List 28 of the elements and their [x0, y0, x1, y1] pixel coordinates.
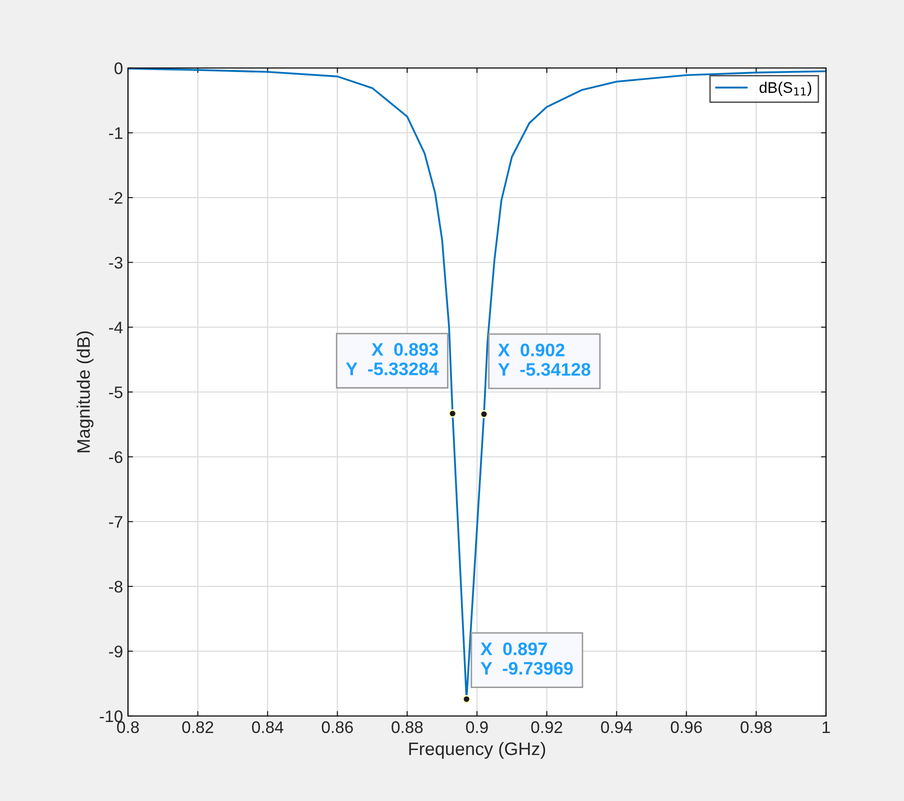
y-tick-label: -5	[109, 386, 122, 398]
x-tick-label: 0.88	[392, 721, 423, 734]
y-tick-label: -7	[109, 516, 122, 528]
y-tick-label: -6	[109, 451, 122, 464]
legend-label: dB(S$_{11}$)	[760, 82, 812, 96]
x-tick-label: 1	[822, 721, 830, 733]
x-tick-label: 0.96	[670, 721, 702, 734]
y-tick-label: -3	[109, 256, 122, 269]
annotation: X 0.902 Y -5.34128	[498, 344, 590, 376]
x-tick-label: 0.9	[466, 721, 488, 734]
annotation: X 0.893 Y -5.33284	[346, 343, 439, 376]
x-tick-label: 0.94	[601, 721, 632, 734]
y-tick-label: -9	[109, 646, 122, 658]
y-tick-label: -1	[109, 127, 122, 139]
x-tick-label: 0.8	[117, 721, 139, 734]
y-tick-label: -4	[109, 322, 123, 334]
y-tick-label: -10	[100, 710, 122, 722]
y-tick-label: -2	[109, 192, 122, 204]
x-tick-label: 0.82	[182, 721, 214, 734]
x-tick-label: 0.86	[322, 721, 353, 734]
x-tick-label: 0.92	[531, 721, 562, 734]
annotation: X 0.897 Y -9.73969	[480, 642, 573, 675]
x-tick-label: 0.84	[252, 721, 284, 734]
x-axis-title: Frequency (GHz)	[409, 742, 546, 759]
y-axis-title: Magnitude (dB)	[76, 331, 94, 452]
x-tick-label: 0.98	[740, 721, 772, 734]
y-tick-label: 0	[114, 62, 122, 74]
y-tick-label: -8	[109, 580, 122, 593]
